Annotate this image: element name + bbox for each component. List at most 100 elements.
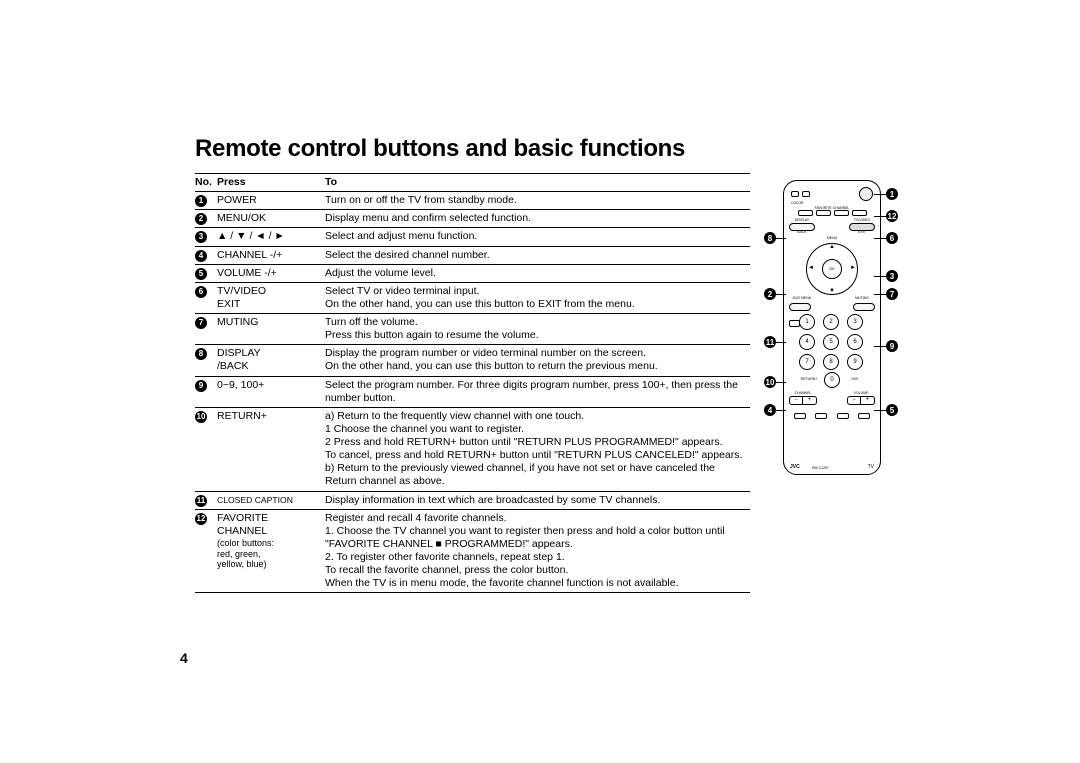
to-cell: Turn on or off the TV from standby mode.	[325, 192, 750, 210]
press-cell: VOLUME -/+	[217, 264, 325, 282]
table-row: 9 0~9, 100+Select the program number. For…	[195, 376, 750, 407]
fav-red	[798, 210, 813, 216]
to-cell: Select TV or video terminal input. On th…	[325, 282, 750, 313]
table-row: 3 ▲ / ▼ / ◄ / ►Select and adjust menu fun…	[195, 228, 750, 246]
press-cell: MENU/OK	[217, 210, 325, 228]
page-title: Remote control buttons and basic functio…	[195, 135, 895, 163]
row-number: 2	[195, 213, 207, 225]
color-btn	[791, 191, 799, 197]
to-cell: Display information in text which are br…	[325, 491, 750, 509]
row-number: 3	[195, 231, 207, 243]
table-row: 6 TV/VIDEOEXITSelect TV or video terminal…	[195, 282, 750, 313]
brand: JVC	[790, 464, 800, 470]
callout-3: 3	[886, 270, 898, 282]
num-1: 1	[799, 314, 815, 330]
row-number: 8	[195, 348, 207, 360]
lbl-return: RETURN+	[800, 378, 818, 382]
row-number: 9	[195, 380, 207, 392]
table-row: 8 DISPLAY/BACKDisplay the program number …	[195, 345, 750, 376]
callout-11: 11	[764, 336, 776, 348]
cc-box	[787, 320, 801, 327]
num-4: 4	[799, 334, 815, 350]
th-to: To	[325, 174, 750, 192]
press-cell: 0~9, 100+	[217, 376, 325, 407]
callout-1: 1	[886, 188, 898, 200]
to-cell: Select the program number. For three dig…	[325, 376, 750, 407]
callout-10: 10	[764, 376, 776, 388]
page-number: 4	[180, 650, 188, 666]
callout-4: 4	[764, 404, 776, 416]
lbl-tvvideo: TV/VIDEO	[849, 219, 875, 223]
press-cell: CLOSED CAPTION	[217, 491, 325, 509]
to-cell: Turn off the volume. Press this button a…	[325, 314, 750, 345]
lbl-menu: MENU	[789, 237, 875, 241]
volume-rocker: −+	[847, 396, 875, 405]
table-row: 2 MENU/OKDisplay menu and confirm selecte…	[195, 210, 750, 228]
btn-cc2	[837, 413, 849, 419]
model-small: RM-C1257	[812, 466, 829, 470]
to-cell: Register and recall 4 favorite channels.…	[325, 509, 750, 593]
function-table: No. Press To 1 POWERTurn on or off the TV…	[195, 173, 750, 593]
row-number: 7	[195, 317, 207, 329]
row-number: 10	[195, 411, 207, 423]
to-cell: Select and adjust menu function.	[325, 228, 750, 246]
callout-6: 6	[886, 232, 898, 244]
num-7: 7	[799, 354, 815, 370]
numpad: 123456789	[799, 314, 865, 370]
num-3: 3	[847, 314, 863, 330]
table-row: 1 POWERTurn on or off the TV from standby…	[195, 192, 750, 210]
th-press: Press	[217, 174, 325, 192]
lbl-dvd: DVD MENU	[789, 297, 815, 301]
lbl-muting: MUTING	[849, 297, 875, 301]
callout-8: 8	[764, 232, 776, 244]
row-number: 1	[195, 195, 207, 207]
row-number: 6	[195, 286, 207, 298]
lbl-exit: EXIT	[849, 231, 875, 235]
system-btn	[802, 191, 810, 197]
fav-green	[816, 210, 831, 216]
row-number: 5	[195, 268, 207, 280]
lbl-display: DISPLAY	[789, 219, 815, 223]
lbl-100: 100+	[846, 378, 864, 382]
callout-2: 2	[764, 288, 776, 300]
press-cell: ▲ / ▼ / ◄ / ►	[217, 228, 325, 246]
press-cell: POWER	[217, 192, 325, 210]
dpad: OK ▲ ▼ ◄ ►	[806, 243, 858, 295]
row-number: 12	[195, 513, 207, 525]
num-9: 9	[847, 354, 863, 370]
table-row: 10 RETURN+a) Return to the frequently vie…	[195, 407, 750, 491]
num-5: 5	[823, 334, 839, 350]
btn-bass	[858, 413, 870, 419]
table-row: 4CHANNEL -/+Select the desired channel n…	[195, 246, 750, 264]
remote-diagram: COLOR FAVORITE CHANNEL DISPLAY BACK TV/V…	[762, 180, 902, 475]
model: TV	[868, 464, 874, 470]
table-row: 5 VOLUME -/+Adjust the volume level.	[195, 264, 750, 282]
power-button	[859, 187, 873, 201]
callout-9: 9	[886, 340, 898, 352]
press-cell: MUTING	[217, 314, 325, 345]
num-0: 0	[824, 372, 840, 388]
press-cell: FAVORITECHANNEL(color buttons: red, gree…	[217, 509, 325, 593]
fav-blue	[852, 210, 867, 216]
to-cell: Adjust the volume level.	[325, 264, 750, 282]
num-6: 6	[847, 334, 863, 350]
ok-button: OK	[822, 259, 842, 279]
table-row: 12 FAVORITECHANNEL(color buttons: red, gr…	[195, 509, 750, 593]
fav-yellow	[834, 210, 849, 216]
btn-eco	[815, 413, 827, 419]
press-cell: CHANNEL -/+	[217, 246, 325, 264]
remote-body: COLOR FAVORITE CHANNEL DISPLAY BACK TV/V…	[783, 180, 881, 475]
num-8: 8	[823, 354, 839, 370]
to-cell: Display menu and confirm selected functi…	[325, 210, 750, 228]
to-cell: Display the program number or video term…	[325, 345, 750, 376]
btn-hyp	[794, 413, 806, 419]
row-number: 11	[195, 495, 207, 507]
to-cell: Select the desired channel number.	[325, 246, 750, 264]
press-cell: TV/VIDEOEXIT	[217, 282, 325, 313]
callout-7: 7	[886, 288, 898, 300]
press-cell: DISPLAY/BACK	[217, 345, 325, 376]
to-cell: a) Return to the frequently view channel…	[325, 407, 750, 491]
lbl-back: BACK	[789, 231, 815, 235]
th-no: No.	[195, 174, 217, 192]
press-cell: RETURN+	[217, 407, 325, 491]
